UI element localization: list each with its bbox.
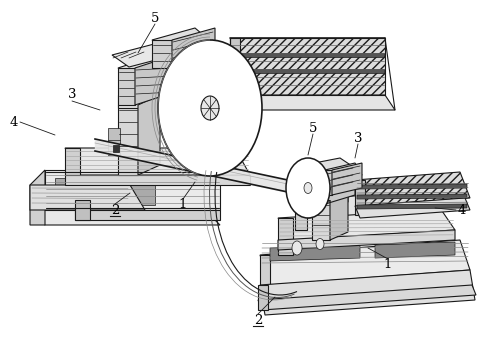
Ellipse shape <box>292 241 302 255</box>
Polygon shape <box>108 128 120 155</box>
Polygon shape <box>295 200 307 230</box>
Polygon shape <box>304 175 322 200</box>
Polygon shape <box>230 95 395 110</box>
Polygon shape <box>322 165 355 205</box>
Polygon shape <box>138 95 160 175</box>
Polygon shape <box>172 28 215 68</box>
Polygon shape <box>30 185 145 210</box>
Ellipse shape <box>201 96 219 120</box>
Polygon shape <box>260 270 475 315</box>
Polygon shape <box>355 172 470 206</box>
Polygon shape <box>118 95 145 108</box>
Polygon shape <box>45 170 220 210</box>
Polygon shape <box>230 38 240 110</box>
Polygon shape <box>152 28 215 57</box>
Polygon shape <box>355 180 365 215</box>
Polygon shape <box>325 163 362 182</box>
Polygon shape <box>260 240 470 285</box>
Polygon shape <box>278 218 293 255</box>
Polygon shape <box>278 208 455 240</box>
Ellipse shape <box>304 182 312 193</box>
Polygon shape <box>118 68 135 105</box>
Polygon shape <box>30 170 45 225</box>
Polygon shape <box>332 163 362 195</box>
Text: 4: 4 <box>10 115 18 129</box>
Ellipse shape <box>316 239 324 250</box>
Polygon shape <box>357 194 467 199</box>
Polygon shape <box>65 175 250 185</box>
Text: 5: 5 <box>309 121 317 135</box>
Polygon shape <box>75 200 90 220</box>
Text: 3: 3 <box>68 88 76 102</box>
Polygon shape <box>230 38 385 95</box>
Polygon shape <box>232 53 384 57</box>
Text: 3: 3 <box>354 131 362 144</box>
Polygon shape <box>258 285 476 310</box>
Polygon shape <box>30 210 220 225</box>
Polygon shape <box>330 192 348 240</box>
Text: 5: 5 <box>151 11 159 24</box>
Polygon shape <box>65 148 80 175</box>
Polygon shape <box>232 69 384 73</box>
Polygon shape <box>270 245 360 261</box>
Polygon shape <box>260 255 270 305</box>
Polygon shape <box>278 230 455 250</box>
Polygon shape <box>112 43 175 67</box>
Text: 1: 1 <box>179 198 187 212</box>
Ellipse shape <box>286 158 330 218</box>
Text: 1: 1 <box>384 258 392 272</box>
Polygon shape <box>110 178 155 205</box>
Polygon shape <box>375 242 455 258</box>
Polygon shape <box>295 190 452 218</box>
Polygon shape <box>355 198 470 218</box>
Polygon shape <box>312 200 330 240</box>
Polygon shape <box>118 55 175 81</box>
Ellipse shape <box>158 40 262 176</box>
Polygon shape <box>135 55 175 105</box>
Polygon shape <box>312 185 348 202</box>
Text: 2: 2 <box>111 203 119 217</box>
Polygon shape <box>258 285 268 310</box>
Polygon shape <box>65 148 250 175</box>
Polygon shape <box>55 178 95 205</box>
Polygon shape <box>357 204 467 209</box>
Polygon shape <box>113 145 119 152</box>
Polygon shape <box>304 158 355 175</box>
Polygon shape <box>152 40 172 68</box>
Polygon shape <box>118 105 138 175</box>
Text: 4: 4 <box>458 203 466 217</box>
Polygon shape <box>357 184 467 189</box>
Polygon shape <box>325 170 332 195</box>
Text: 2: 2 <box>254 313 262 327</box>
Polygon shape <box>75 210 220 220</box>
